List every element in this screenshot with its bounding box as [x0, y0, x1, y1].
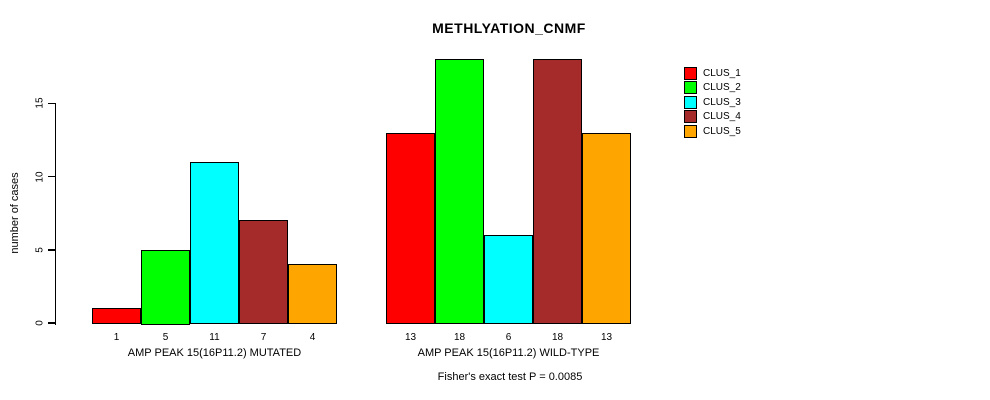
legend-swatch-clus_5: [684, 124, 697, 138]
bar-value-label: 18: [453, 332, 466, 343]
y-tick: [47, 102, 55, 104]
y-tick: [47, 322, 55, 324]
y-tick-label: 0: [34, 320, 46, 326]
bar-wild-type-clus_4: [533, 59, 582, 325]
bar-value-label: 13: [404, 332, 417, 343]
y-tick-label: 15: [34, 97, 46, 109]
bar-value-label: 7: [260, 332, 267, 343]
bar-mutated-clus_2: [141, 249, 190, 325]
chart-title: METHLYATION_CNMF: [432, 20, 586, 36]
bar-wild-type-clus_5: [582, 132, 631, 325]
y-tick-label: 10: [34, 170, 46, 183]
legend-swatch-clus_2: [684, 81, 697, 95]
y-tick-label: 5: [34, 246, 46, 253]
bar-wild-type-clus_2: [435, 59, 484, 325]
legend-entry-clus_4: CLUS_4: [684, 110, 741, 124]
legend-label: CLUS_4: [703, 111, 741, 123]
bar-mutated-clus_3: [190, 161, 239, 325]
bar-wild-type-clus_1: [386, 132, 435, 325]
bar-value-label: 11: [209, 332, 220, 343]
y-axis-title: number of cases: [9, 172, 21, 254]
y-axis-line: [54, 103, 56, 325]
caption-fisher-test: Fisher's exact test P = 0.0085: [437, 371, 583, 383]
bar-value-label: 5: [162, 332, 169, 343]
bar-wild-type-clus_3: [484, 235, 533, 325]
legend-entry-clus_5: CLUS_5: [684, 124, 741, 138]
legend-swatch-clus_1: [684, 66, 697, 80]
group-axis-label-mutated: AMP PEAK 15(16P11.2) MUTATED: [127, 347, 302, 359]
bar-mutated-clus_1: [92, 308, 141, 325]
legend-entry-clus_2: CLUS_2: [684, 81, 741, 95]
bar-value-label: 1: [113, 332, 120, 343]
bar-value-label: 6: [505, 332, 512, 343]
legend-label: CLUS_5: [703, 125, 741, 137]
bar-mutated-clus_5: [288, 264, 337, 325]
legend-entry-clus_3: CLUS_3: [684, 95, 741, 109]
legend-entry-clus_1: CLUS_1: [684, 66, 741, 80]
legend-label: CLUS_3: [703, 96, 741, 108]
bar-value-label: 13: [600, 332, 613, 343]
legend-label: CLUS_2: [703, 82, 741, 94]
legend-swatch-clus_4: [684, 110, 697, 124]
bar-mutated-clus_4: [239, 220, 288, 325]
bar-value-label: 18: [551, 332, 564, 343]
group-axis-label-wild-type: AMP PEAK 15(16P11.2) WILD-TYPE: [417, 347, 600, 359]
y-tick: [47, 249, 55, 251]
legend-swatch-clus_3: [684, 95, 697, 109]
legend-label: CLUS_1: [703, 67, 741, 79]
bar-value-label: 4: [309, 332, 316, 343]
y-tick: [47, 175, 55, 178]
